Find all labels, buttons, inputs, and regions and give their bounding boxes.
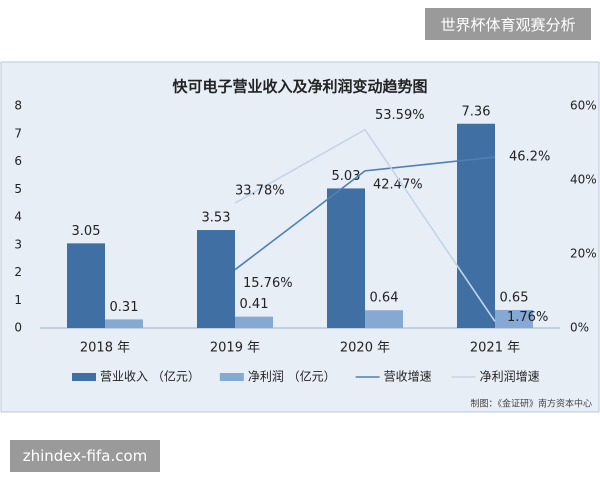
legend-label: 营收增速 [384,370,432,384]
y2-tick-label: 0% [570,321,589,335]
bar-value-label: 5.03 [332,169,361,184]
y-tick-label: 5 [14,182,22,196]
x-tick-label: 2018 年 [80,341,130,356]
y2-tick-label: 20% [570,247,597,261]
bar-value-label: 0.65 [500,290,529,305]
y-tick-label: 6 [14,154,22,168]
y-tick-label: 1 [14,293,22,307]
x-tick-label: 2021 年 [470,341,520,356]
bar [105,319,143,328]
legend-label: 营业收入 （亿元） [100,369,200,384]
bar [495,309,533,328]
line [234,128,496,322]
bar [365,310,403,328]
line-value-label: 53.59% [375,108,425,123]
line [234,156,496,271]
bar [457,123,495,328]
bar [327,188,365,328]
bar-value-label: 0.41 [240,297,269,312]
bar [235,316,273,328]
bar [197,230,235,328]
bar-value-label: 7.36 [462,104,491,119]
x-tick-label: 2019 年 [210,341,260,356]
line-value-label: 15.76% [243,276,293,291]
footer-tag: zhindex-fifa.com [10,440,160,472]
line-value-label: 42.47% [373,177,423,192]
legend-swatch [219,373,244,381]
y-tick-label: 2 [14,265,22,279]
y-tick-label: 4 [14,210,22,224]
legend-label: 净利润增速 [480,370,540,384]
header-tag: 世界杯体育观赛分析 [425,8,591,40]
bar [67,243,105,328]
source-note: 制图：《金证研》南方资本中心 [470,398,592,410]
chart-title: 快可电子营业收入及净利润变动趋势图 [172,78,427,96]
bar-value-label: 0.64 [370,291,399,306]
y-tick-label: 0 [14,321,22,335]
y-tick-label: 3 [14,237,22,251]
line-value-label: 1.76% [507,310,548,325]
bar-value-label: 3.05 [72,224,101,239]
bar-value-label: 0.31 [110,300,139,315]
y2-tick-label: 40% [570,173,597,187]
line-value-label: 46.2% [509,150,550,165]
y-tick-label: 7 [14,126,22,140]
line-value-label: 33.78% [235,184,285,199]
y-tick-label: 8 [14,99,22,113]
legend-label: 净利润 （亿元） [248,369,336,384]
x-tick-label: 2020 年 [340,341,390,356]
y2-tick-label: 60% [570,99,597,113]
bar-value-label: 3.53 [202,211,231,226]
legend-swatch [72,373,96,381]
chart-panel [0,61,600,413]
